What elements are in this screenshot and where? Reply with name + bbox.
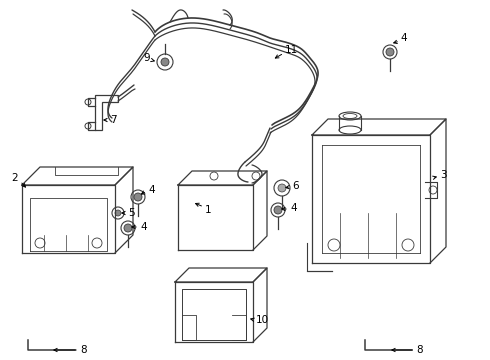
Ellipse shape <box>339 112 361 120</box>
Text: 2: 2 <box>11 173 18 183</box>
Text: 3: 3 <box>440 170 446 180</box>
Circle shape <box>161 58 169 66</box>
Circle shape <box>115 210 121 216</box>
Text: 11: 11 <box>285 45 298 55</box>
Text: 8: 8 <box>416 345 423 355</box>
Text: 4: 4 <box>148 185 155 195</box>
Text: 4: 4 <box>140 222 147 232</box>
Text: 4: 4 <box>290 203 296 213</box>
Circle shape <box>386 48 394 56</box>
Circle shape <box>124 224 132 232</box>
Text: 10: 10 <box>256 315 269 325</box>
Text: 9: 9 <box>144 53 150 63</box>
Text: 8: 8 <box>80 345 87 355</box>
Text: 4: 4 <box>400 33 407 43</box>
Circle shape <box>134 193 142 201</box>
Text: 1: 1 <box>205 205 212 215</box>
Circle shape <box>278 184 286 192</box>
Text: 7: 7 <box>110 115 117 125</box>
Circle shape <box>274 206 282 214</box>
Text: 6: 6 <box>292 181 298 191</box>
Text: 5: 5 <box>128 208 135 218</box>
